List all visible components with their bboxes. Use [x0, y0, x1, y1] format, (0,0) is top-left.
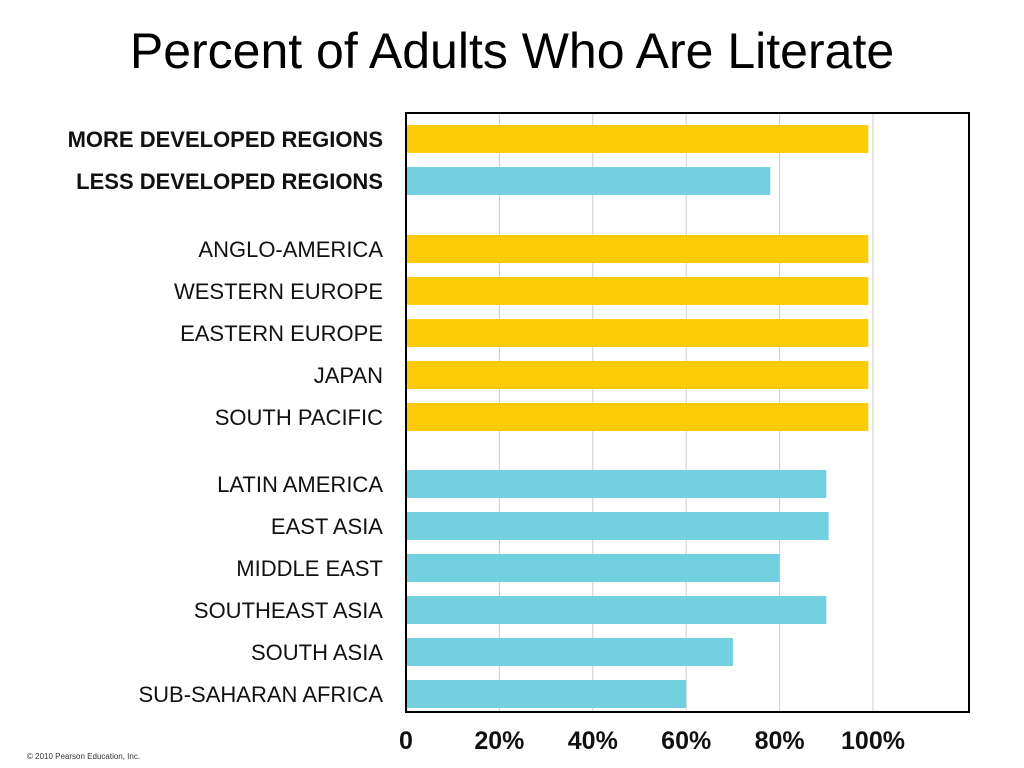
- plot-frame: [405, 112, 970, 713]
- x-tick-label: 0: [399, 727, 413, 755]
- bar-east-asia: [406, 512, 829, 540]
- category-label-western-europe: WESTERN EUROPE: [174, 279, 383, 304]
- x-tick-label: 20%: [474, 727, 524, 755]
- chart-title: Percent of Adults Who Are Literate: [129, 23, 895, 79]
- category-label-sub-saharan-africa: SUB-SAHARAN AFRICA: [139, 682, 384, 707]
- category-label-japan: JAPAN: [314, 363, 383, 388]
- bar-south-pacific: [406, 403, 869, 431]
- category-label-more-developed-regions: MORE DEVELOPED REGIONS: [68, 127, 383, 152]
- bar-southeast-asia: [406, 596, 827, 624]
- bar-less-developed-regions: [406, 167, 771, 195]
- x-tick-label: 60%: [661, 727, 711, 755]
- bar-sub-saharan-africa: [406, 680, 687, 708]
- category-label-south-pacific: SOUTH PACIFIC: [215, 405, 383, 430]
- bar-eastern-europe: [406, 319, 869, 347]
- x-tick-label: 80%: [755, 727, 805, 755]
- category-label-southeast-asia: SOUTHEAST ASIA: [194, 598, 383, 623]
- category-label-less-developed-regions: LESS DEVELOPED REGIONS: [76, 169, 383, 194]
- bar-middle-east: [406, 554, 780, 582]
- category-label-latin-america: LATIN AMERICA: [217, 472, 383, 497]
- bar-more-developed-regions: [406, 125, 869, 153]
- bar-western-europe: [406, 277, 869, 305]
- bar-anglo-america: [406, 235, 869, 263]
- bar-latin-america: [406, 470, 827, 498]
- category-label-south-asia: SOUTH ASIA: [251, 640, 383, 665]
- bar-south-asia: [406, 638, 733, 666]
- category-label-east-asia: EAST ASIA: [271, 514, 383, 539]
- category-label-eastern-europe: EASTERN EUROPE: [180, 321, 383, 346]
- bar-japan: [406, 361, 869, 389]
- category-label-anglo-america: ANGLO-AMERICA: [198, 237, 383, 262]
- x-tick-label: 100%: [841, 727, 905, 755]
- copyright-notice: © 2010 Pearson Education, Inc.: [27, 752, 141, 761]
- x-tick-label: 40%: [568, 727, 618, 755]
- category-label-middle-east: MIDDLE EAST: [236, 556, 383, 581]
